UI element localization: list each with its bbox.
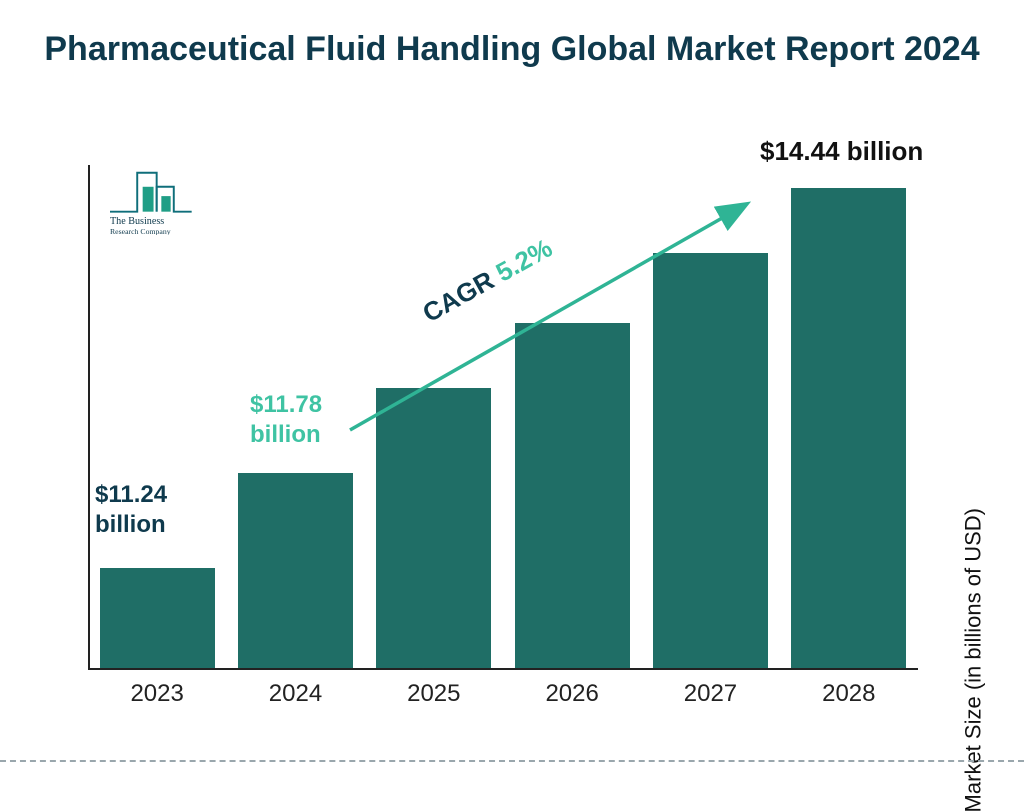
callout-2023-value: $11.24 <box>95 480 167 510</box>
bar-2024 <box>238 473 353 668</box>
bar-2026 <box>515 323 630 668</box>
bar-slot <box>100 568 215 668</box>
xlabel-2025: 2025 <box>376 680 491 708</box>
callout-2024: $11.78 billion <box>250 390 322 450</box>
callout-2023-unit: billion <box>95 510 167 540</box>
bar-2023 <box>100 568 215 668</box>
xlabel-2024: 2024 <box>238 680 353 708</box>
xlabel-2023: 2023 <box>100 680 215 708</box>
bar-slot <box>238 473 353 668</box>
footer-dashed-line <box>0 760 1024 762</box>
chart-area: 202320242025202620272028 <box>88 165 918 670</box>
callout-2024-value: $11.78 <box>250 390 322 420</box>
bars-container <box>88 165 918 668</box>
bar-slot <box>791 188 906 668</box>
callout-2028: $14.44 billion <box>760 135 923 168</box>
xlabel-2027: 2027 <box>653 680 768 708</box>
bar-2025 <box>376 388 491 668</box>
bar-2027 <box>653 253 768 668</box>
y-axis-label: Market Size (in billions of USD) <box>960 508 986 812</box>
callout-2028-text: $14.44 billion <box>760 135 923 168</box>
bar-2028 <box>791 188 906 668</box>
xlabel-2026: 2026 <box>515 680 630 708</box>
xlabel-2028: 2028 <box>791 680 906 708</box>
chart-title: Pharmaceutical Fluid Handling Global Mar… <box>0 28 1024 71</box>
callout-2024-unit: billion <box>250 420 322 450</box>
bar-slot <box>653 253 768 668</box>
callout-2023: $11.24 billion <box>95 480 167 540</box>
bar-slot <box>376 388 491 668</box>
x-labels: 2023 2024 2025 2026 2027 2028 <box>88 670 918 708</box>
bar-slot <box>515 323 630 668</box>
